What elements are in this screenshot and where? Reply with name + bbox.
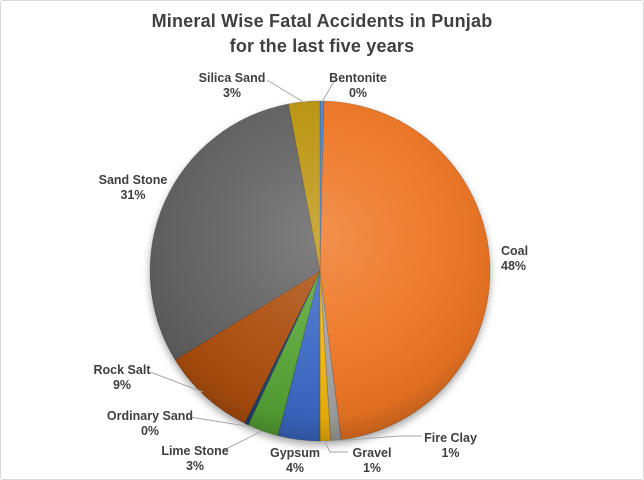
leader-line-fire-clay bbox=[332, 435, 422, 442]
slice-label-text: Sand Stone bbox=[98, 173, 168, 187]
slice-label-pct: 0% bbox=[140, 424, 160, 438]
slice-label-pct: 1% bbox=[362, 461, 382, 475]
slice-label-text: Gravel bbox=[352, 446, 392, 460]
chart-title: Mineral Wise Fatal Accidents in Punjab f… bbox=[0, 9, 644, 59]
slice-label-lime-stone: Lime Stone 3% bbox=[145, 444, 245, 474]
slice-label-text: Coal bbox=[501, 244, 529, 258]
slice-label-gypsum: Gypsum 4% bbox=[245, 446, 345, 476]
chart-title-line2: for the last five years bbox=[229, 36, 415, 56]
slice-label-text: Ordinary Sand bbox=[106, 409, 194, 423]
leader-line-lime-stone bbox=[223, 430, 263, 451]
pie-slices-group bbox=[149, 100, 491, 442]
pie-slice-coal bbox=[319, 100, 491, 441]
slice-label-fire-clay: Fire Clay 1% bbox=[403, 431, 498, 461]
slice-label-text: Lime Stone bbox=[161, 444, 229, 458]
slice-label-coal: Coal 48% bbox=[501, 244, 571, 274]
slice-label-pct: 4% bbox=[285, 461, 305, 475]
slice-label-gravel: Gravel 1% bbox=[322, 446, 422, 476]
slice-label-pct: 3% bbox=[222, 86, 242, 100]
leader-lines-group bbox=[149, 77, 422, 453]
chart-title-line1: Mineral Wise Fatal Accidents in Punjab bbox=[151, 11, 493, 31]
leader-line-gravel bbox=[323, 439, 348, 453]
slice-label-text: Bentonite bbox=[329, 71, 387, 85]
slice-label-bentonite: Bentonite 0% bbox=[308, 71, 408, 101]
slice-label-text: Gypsum bbox=[269, 446, 320, 460]
slice-label-pct: 9% bbox=[112, 378, 132, 392]
leader-line-rock-salt bbox=[149, 371, 204, 393]
slice-label-pct: 0% bbox=[348, 86, 368, 100]
slice-label-pct: 1% bbox=[441, 446, 460, 460]
slice-label-pct: 3% bbox=[185, 459, 205, 473]
slice-label-pct: 48% bbox=[501, 259, 527, 273]
leader-line-silica-sand bbox=[266, 79, 306, 104]
slice-label-ordinary-sand: Ordinary Sand 0% bbox=[90, 409, 210, 439]
slice-label-text: Silica Sand bbox=[198, 71, 266, 85]
slice-label-text: Fire Clay bbox=[424, 431, 477, 445]
leader-line-ordinary-sand bbox=[189, 416, 253, 428]
slice-label-rock-salt: Rock Salt 9% bbox=[72, 363, 172, 393]
slice-label-text: Rock Salt bbox=[93, 363, 151, 377]
slice-label-silica-sand: Silica Sand 3% bbox=[182, 71, 282, 101]
slice-label-sand-stone: Sand Stone 31% bbox=[83, 173, 183, 203]
slice-label-pct: 31% bbox=[120, 188, 146, 202]
leader-line-bentonite bbox=[321, 77, 337, 103]
